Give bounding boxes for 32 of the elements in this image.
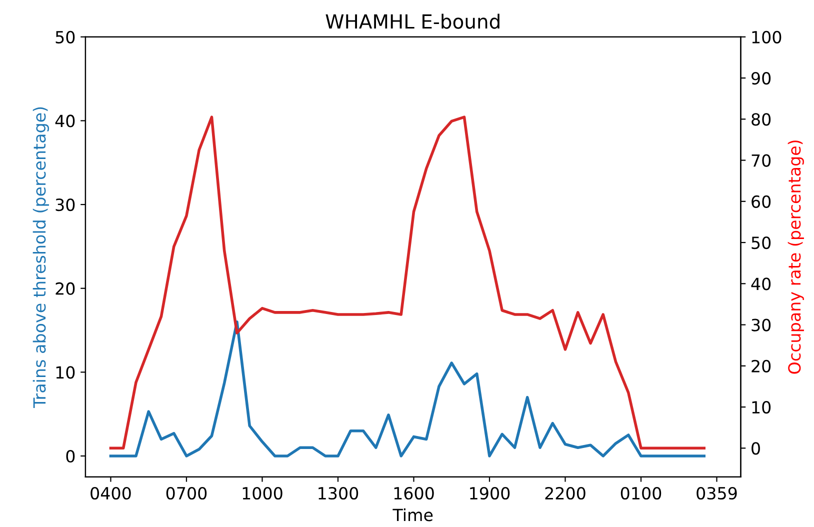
x-tick-label: 2200 bbox=[545, 486, 586, 500]
x-tick-label: 1000 bbox=[242, 486, 282, 500]
y2-tick-label: 0 bbox=[752, 442, 760, 455]
line-series bbox=[109, 116, 706, 450]
y-tick-label: 30 bbox=[56, 198, 75, 212]
x-tick-label: 0100 bbox=[620, 486, 662, 500]
x-tick-label: 0400 bbox=[90, 486, 131, 500]
y2-tick-label: 60 bbox=[752, 195, 771, 208]
y-tick-label: 10 bbox=[56, 366, 75, 379]
chart-title: WHAMHL E-bound bbox=[326, 14, 500, 29]
y2-tick-label: 20 bbox=[752, 360, 771, 372]
y2-tick-label: 80 bbox=[752, 113, 771, 126]
x-tick-label: 0359 bbox=[696, 486, 737, 500]
x-tick-label: 1300 bbox=[318, 486, 358, 500]
y2-tick-label: 40 bbox=[751, 278, 771, 290]
y2-axis-title: Occupany rate (percentage) bbox=[788, 140, 804, 374]
y-tick-label: 50 bbox=[56, 30, 75, 44]
y-tick-label: 0 bbox=[66, 450, 75, 463]
x-tick-label: 1600 bbox=[394, 486, 434, 500]
y2-tick-label: 100 bbox=[752, 30, 782, 44]
y2-tick-label: 30 bbox=[752, 318, 771, 332]
y-axis-title: Trains above threshold (percentage) bbox=[32, 107, 49, 408]
x-tick-label: 1900 bbox=[470, 486, 510, 500]
line-series bbox=[109, 320, 706, 458]
y2-tick-label: 70 bbox=[752, 154, 771, 167]
y2-tick-label: 10 bbox=[752, 400, 771, 414]
y2-tick-label: 50 bbox=[752, 236, 771, 250]
x-axis-title: Time bbox=[392, 508, 433, 522]
y-tick-label: 40 bbox=[55, 114, 75, 128]
y2-tick-label: 90 bbox=[752, 72, 771, 85]
y-tick-label: 20 bbox=[56, 282, 75, 295]
x-tick-label: 0700 bbox=[166, 486, 207, 500]
